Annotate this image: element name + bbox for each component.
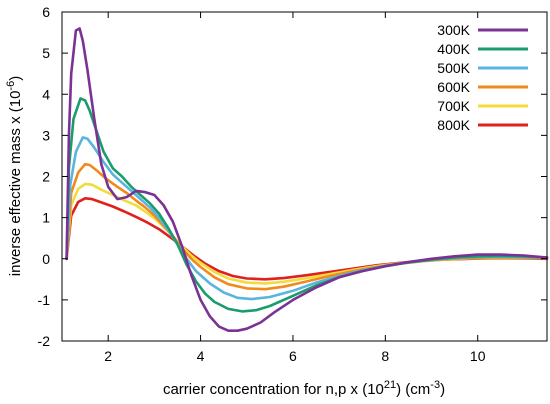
y-tick-label: -2: [38, 333, 51, 349]
series-layer: [65, 27, 549, 332]
x-axis-label: carrier concentration for n,p x (1021) (…: [163, 379, 445, 398]
series-line-800K: [65, 197, 549, 281]
y-tick-label: -1: [38, 292, 51, 308]
series-line-400K: [65, 97, 549, 313]
ticks-layer: 2 4 6 8 10 -2 -1 0 1 2 3 4 5 6: [38, 4, 547, 364]
y-tick-label: 4: [42, 86, 50, 102]
legend-label-400K: 400K: [437, 41, 470, 57]
y-tick-label: 3: [42, 127, 50, 143]
x-tick-label: 4: [197, 348, 205, 364]
y-tick-label: 2: [42, 169, 50, 185]
x-axis-label-exp1: 21: [384, 379, 396, 391]
series-line-300K: [65, 27, 549, 332]
y-tick-label: 6: [42, 4, 50, 20]
series-line-600K: [65, 162, 549, 291]
legend-label-800K: 800K: [437, 117, 470, 133]
y-axis-label-exp: -6: [5, 81, 17, 91]
y-tick-label: 1: [42, 210, 50, 226]
x-tick-label: 10: [470, 348, 486, 364]
x-tick-label: 6: [289, 348, 297, 364]
legend-label-500K: 500K: [437, 60, 470, 76]
legend-label-300K: 300K: [437, 22, 470, 38]
legend-label-600K: 600K: [437, 79, 470, 95]
legend-label-700K: 700K: [437, 98, 470, 114]
y-axis-label: inverse effective mass x (10-6): [5, 76, 24, 276]
x-axis-label-exp2: -3: [430, 379, 440, 391]
legend: 300K 400K 500K 600K 700K 800K: [437, 22, 528, 133]
x-tick-label: 2: [104, 348, 112, 364]
x-tick-label: 8: [381, 348, 389, 364]
y-tick-label: 5: [42, 45, 50, 61]
y-tick-label: 0: [42, 251, 50, 267]
